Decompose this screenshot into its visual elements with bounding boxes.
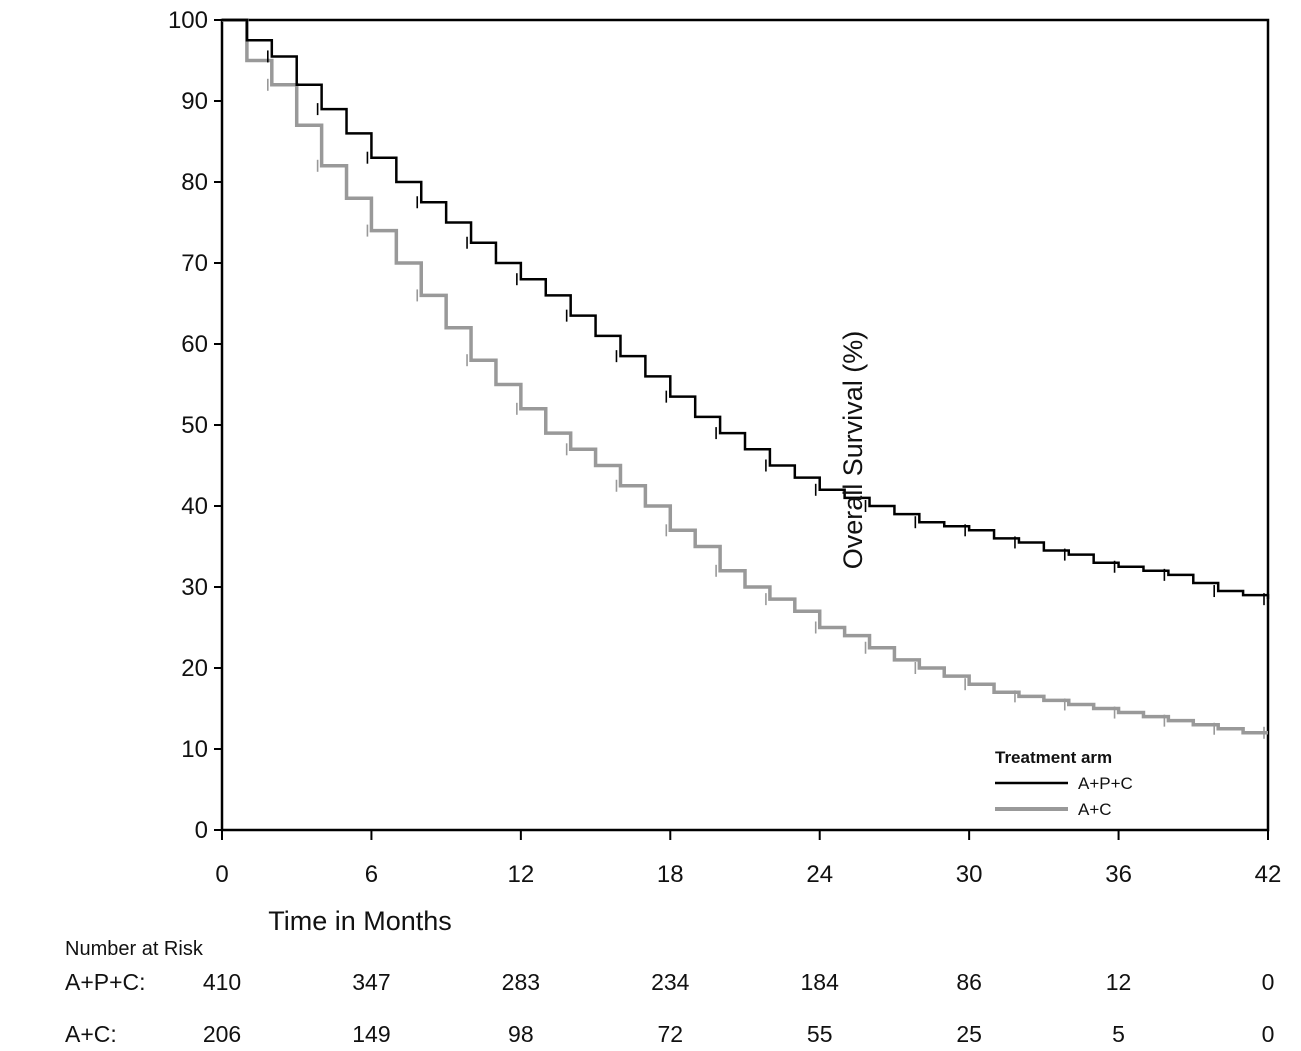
series-layer xyxy=(222,18,1270,739)
x-tick-label: 30 xyxy=(956,861,983,888)
series-line-a-c xyxy=(222,18,1268,735)
number-at-risk-table: Number at Risk A+P+C: A+C: 410 347 283 234 1… xyxy=(65,938,1274,1047)
risk-value: 86 xyxy=(956,969,982,995)
legend: Treatment arm A+P+C A+C xyxy=(995,748,1133,819)
legend-label-a-p-c: A+P+C xyxy=(1078,774,1133,793)
x-tick-label: 42 xyxy=(1255,861,1282,888)
y-tick-label: 20 xyxy=(181,655,208,682)
x-tick-label: 24 xyxy=(806,861,833,888)
risk-value: 149 xyxy=(352,1021,390,1047)
risk-value: 5 xyxy=(1112,1021,1125,1047)
risk-row-label-a-c: A+C: xyxy=(65,1021,117,1047)
risk-value: 72 xyxy=(657,1021,683,1047)
legend-label-a-c: A+C xyxy=(1078,800,1112,819)
x-tick-label: 6 xyxy=(365,861,378,888)
risk-value: 283 xyxy=(502,969,540,995)
risk-value: 184 xyxy=(801,969,840,995)
y-tick-label: 50 xyxy=(181,412,208,439)
risk-values: 410 347 283 234 184 86 12 0 206 149 98 72 55 25 5 0 xyxy=(203,969,1275,1047)
x-axis-title: Time in Months xyxy=(268,906,452,936)
y-tick-label: 90 xyxy=(181,88,208,115)
risk-value: 0 xyxy=(1262,969,1275,995)
y-axis: 0 10 20 30 40 50 60 70 80 90 100 xyxy=(168,7,222,844)
x-tick-label: 0 xyxy=(215,861,228,888)
y-tick-label: 10 xyxy=(181,736,208,763)
y-tick-label: 60 xyxy=(181,331,208,358)
risk-value: 0 xyxy=(1262,1021,1275,1047)
y-tick-label: 40 xyxy=(181,493,208,520)
y-tick-label: 100 xyxy=(168,7,208,34)
y-tick-label: 30 xyxy=(181,574,208,601)
x-tick-label: 18 xyxy=(657,861,684,888)
risk-value: 12 xyxy=(1106,969,1132,995)
risk-value: 55 xyxy=(807,1021,833,1047)
risk-value: 25 xyxy=(956,1021,982,1047)
risk-value: 410 xyxy=(203,969,241,995)
risk-row-label-a-p-c: A+P+C: xyxy=(65,969,146,995)
risk-value: 98 xyxy=(508,1021,534,1047)
risk-table-title: Number at Risk xyxy=(65,938,204,960)
y-tick-label: 80 xyxy=(181,169,208,196)
x-tick-label: 12 xyxy=(508,861,535,888)
risk-value: 347 xyxy=(352,969,390,995)
legend-title: Treatment arm xyxy=(995,748,1112,767)
y-tick-label: 70 xyxy=(181,250,208,277)
x-tick-label: 36 xyxy=(1105,861,1132,888)
series-line-a-p-c xyxy=(222,18,1270,600)
risk-value: 206 xyxy=(203,1021,241,1047)
risk-value: 234 xyxy=(651,969,690,995)
y-axis-title: Overall Survival (%) xyxy=(838,331,868,570)
x-axis: 0 6 12 18 24 30 36 42 xyxy=(215,830,1281,888)
y-tick-label: 0 xyxy=(195,817,208,844)
